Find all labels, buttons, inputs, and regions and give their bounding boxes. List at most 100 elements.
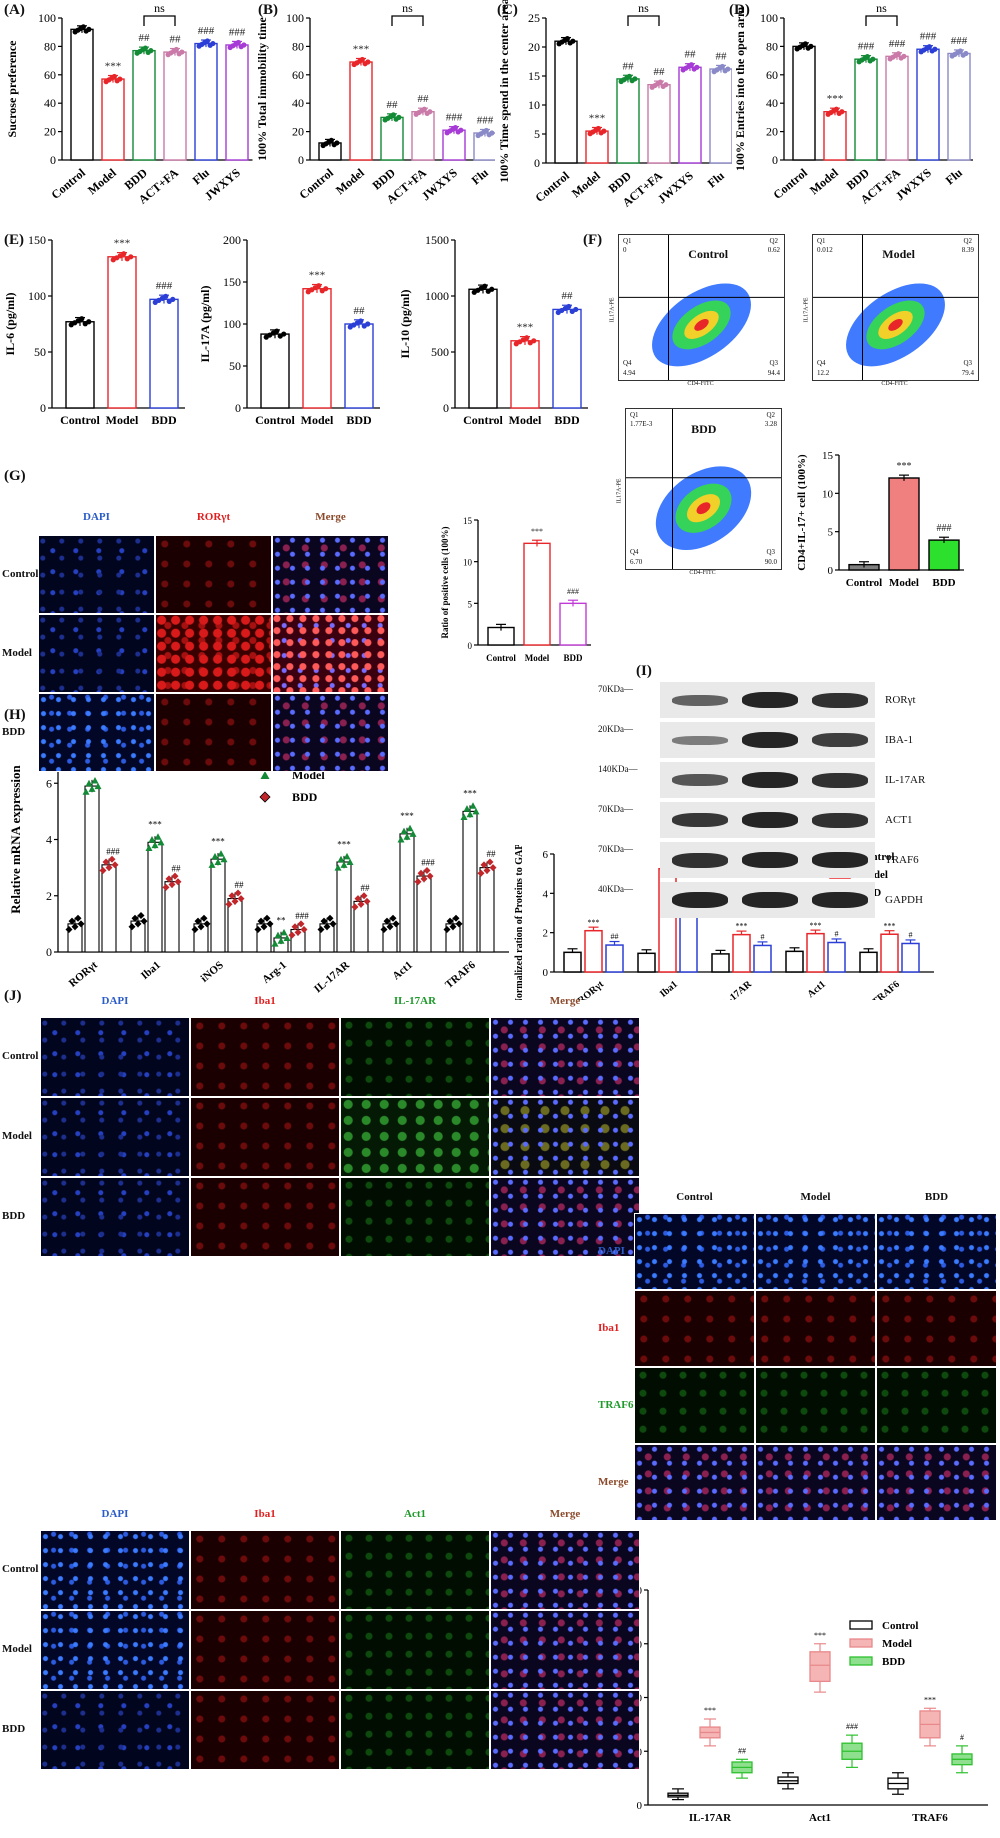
j3-row-label: Iba1 bbox=[598, 1321, 620, 1334]
x-tick-label: Model bbox=[807, 165, 842, 197]
x-tick-label: Flu bbox=[190, 165, 213, 187]
data-point bbox=[228, 892, 236, 900]
data-point bbox=[80, 24, 86, 30]
significance-label: ### bbox=[477, 114, 494, 126]
micrograph bbox=[40, 1530, 190, 1610]
bar bbox=[194, 42, 218, 161]
data-point bbox=[472, 807, 480, 815]
data-point bbox=[208, 861, 216, 868]
bar bbox=[101, 78, 125, 161]
y-axis-label: 100% Total immobility time bbox=[255, 16, 269, 160]
x-tick-label: BDD bbox=[563, 653, 583, 663]
x-tick-label: BDD bbox=[151, 413, 177, 427]
significance-label: # bbox=[761, 933, 765, 942]
y-tick-label: 2 bbox=[46, 889, 52, 903]
y-axis-label: IL-6 (pg/ml) bbox=[3, 292, 17, 355]
data-point bbox=[151, 841, 159, 849]
micrograph bbox=[40, 1017, 190, 1097]
significance-label: ### bbox=[446, 112, 463, 124]
data-point bbox=[71, 923, 79, 931]
panel-label-b: (B) bbox=[258, 2, 278, 18]
blot-band bbox=[672, 892, 728, 908]
data-point bbox=[280, 928, 288, 936]
data-point bbox=[288, 931, 296, 939]
significance-label: *** bbox=[337, 839, 351, 849]
data-point bbox=[573, 306, 579, 313]
bar bbox=[928, 539, 960, 571]
q2-value: 8.39 bbox=[961, 246, 974, 254]
q1-label: Q1 bbox=[630, 411, 639, 419]
data-point bbox=[337, 855, 345, 863]
blot-band bbox=[672, 812, 728, 828]
x-tick-label: Control bbox=[463, 413, 503, 427]
bar bbox=[885, 55, 909, 161]
y-tick-label: 10 bbox=[528, 98, 540, 112]
data-point bbox=[957, 48, 963, 54]
chart-g-positive-cells: 0 5 10 15 Ratio of positive cells (100%) Cont… bbox=[440, 516, 591, 663]
data-point bbox=[79, 316, 85, 322]
x-tick-label: Control bbox=[532, 168, 572, 205]
micrograph bbox=[490, 1530, 640, 1610]
significance-label: ## bbox=[354, 305, 366, 317]
ns-bracket bbox=[865, 15, 898, 26]
significance-label: ** bbox=[277, 915, 287, 925]
q2-label: Q2 bbox=[766, 411, 775, 419]
significance-label: ## bbox=[418, 93, 430, 105]
j-row-label: Control bbox=[2, 1563, 39, 1575]
micrograph bbox=[634, 1213, 755, 1290]
micrograph bbox=[38, 614, 155, 693]
micrograph bbox=[755, 1367, 876, 1444]
bar bbox=[468, 288, 498, 409]
data-point bbox=[421, 106, 427, 112]
bar bbox=[616, 78, 640, 164]
significance-label: ### bbox=[156, 280, 173, 292]
data-point bbox=[170, 296, 176, 302]
micrograph bbox=[340, 1097, 490, 1177]
significance-label: ### bbox=[198, 25, 215, 37]
bar bbox=[823, 111, 847, 161]
significance-label: ### bbox=[295, 911, 309, 921]
y-axis-label: Normalized ration of Proteins to GAPDH bbox=[514, 845, 525, 1000]
x-tick-label: TRAF6 bbox=[870, 979, 902, 1000]
data-point bbox=[274, 328, 280, 334]
blot-band bbox=[812, 852, 868, 868]
bar bbox=[462, 810, 478, 953]
data-point bbox=[489, 864, 497, 872]
flow-plot: Model Q1 0.012 Q2 8.39 Q3 79.4 Q4 12.2 bbox=[812, 234, 979, 381]
significance-label: ## bbox=[738, 1746, 746, 1755]
data-point bbox=[477, 869, 485, 877]
y-tick-label: 60 bbox=[292, 68, 304, 82]
significance-label: # bbox=[960, 1733, 964, 1742]
significance-label: ## bbox=[170, 34, 182, 46]
bar bbox=[947, 52, 971, 161]
flow-y-axis-label: IL17A-PE bbox=[803, 297, 810, 322]
x-tick-label: Control bbox=[60, 413, 100, 427]
bar bbox=[732, 933, 751, 973]
x-tick-label: IL-17AR bbox=[717, 978, 754, 1000]
data-point bbox=[194, 917, 202, 925]
blot-band bbox=[812, 692, 868, 708]
panel-label-i: (I) bbox=[636, 663, 652, 679]
micrograph bbox=[876, 1213, 997, 1290]
chart-j-box: 010203040Positive cells/Iba-1 cells (100… bbox=[606, 1585, 988, 1824]
panel-label-f: (F) bbox=[583, 232, 603, 248]
micrograph bbox=[340, 1610, 490, 1690]
x-tick-label: Flu bbox=[943, 165, 966, 187]
data-point bbox=[157, 838, 165, 846]
bar bbox=[65, 321, 95, 409]
data-point bbox=[111, 73, 117, 80]
x-tick-label: Control bbox=[770, 165, 810, 202]
panel-label-d: (D) bbox=[729, 2, 750, 18]
q1-value: 0 bbox=[623, 246, 627, 254]
significance-label: ### bbox=[858, 41, 875, 53]
data-point bbox=[932, 46, 938, 52]
bar bbox=[711, 953, 730, 973]
j3-row-label: DAPI bbox=[598, 1244, 625, 1257]
data-point bbox=[220, 855, 228, 863]
data-point bbox=[808, 43, 814, 50]
data-point bbox=[74, 914, 82, 922]
data-point bbox=[601, 128, 607, 134]
blot-band bbox=[812, 812, 868, 828]
micrograph bbox=[40, 1610, 190, 1690]
y-tick-label: 6 bbox=[46, 776, 52, 790]
